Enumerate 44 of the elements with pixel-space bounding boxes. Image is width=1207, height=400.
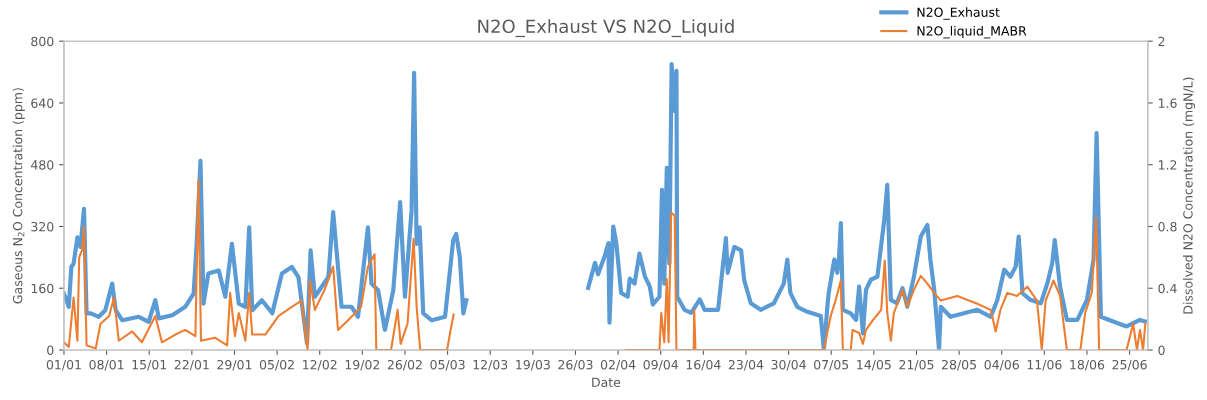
- x-tick-label: 28/05: [941, 359, 977, 371]
- x-tick-label: 01/01: [46, 359, 81, 371]
- y2-tick-label: 0: [1158, 345, 1165, 355]
- x-tick-label: 29/01: [217, 359, 252, 371]
- legend-label: N2O_liquid_MABR: [917, 25, 1027, 39]
- y2-tick-label: 1.6: [1158, 98, 1177, 108]
- y2-tick-label: 1.2: [1158, 160, 1177, 170]
- y-tick-label: 640: [31, 98, 54, 108]
- x-tick-label: 21/05: [899, 359, 934, 371]
- x-tick-label: 04/06: [984, 359, 1019, 371]
- x-tick-label: 26/02: [387, 359, 422, 371]
- x-tick-label: 12/02: [303, 359, 337, 371]
- x-tick-label: 12/03: [473, 359, 508, 371]
- x-tick-label: 19/03: [516, 359, 550, 371]
- y2-tick-label: 0.8: [1158, 221, 1177, 232]
- y2-tick-label: 0.4: [1158, 283, 1177, 294]
- x-tick-label: 08/01: [89, 359, 124, 371]
- x-tick-label: 09/04: [643, 359, 679, 371]
- chart-title: N2O_Exhaust VS N2O_Liquid: [478, 19, 734, 38]
- y2-axis-title: Dissolved N2O Concentration (mgN/L): [1183, 77, 1196, 314]
- x-tick-label: 07/05: [814, 359, 849, 371]
- x-tick-label: 22/01: [174, 359, 209, 371]
- x-tick-label: 15/01: [132, 359, 167, 371]
- y-tick-label: 160: [31, 283, 54, 294]
- x-tick-label: 14/05: [857, 359, 891, 371]
- x-tick-label: 18/06: [1070, 359, 1105, 371]
- x-tick-label: 05/02: [259, 359, 294, 371]
- legend-label: N2O_Exhaust: [917, 7, 1000, 20]
- x-tick-label: 23/04: [728, 359, 764, 371]
- x-tick-label: 26/03: [558, 359, 593, 371]
- x-tick-label: 25/06: [1112, 359, 1147, 371]
- x-tick-label: 19/02: [345, 359, 380, 371]
- x-tick-label: 16/04: [686, 359, 721, 371]
- x-tick-label: 11/06: [1027, 359, 1062, 371]
- x-axis-title: Date: [592, 377, 621, 388]
- x-tick-label: 02/04: [600, 359, 636, 371]
- y-axis-title: Gaseous N$_{2}$O Concentration (ppm): [12, 88, 25, 304]
- y-tick-label: 800: [31, 36, 54, 47]
- y-tick-label: 320: [31, 221, 54, 232]
- y-tick-label: 480: [31, 160, 54, 170]
- x-tick-label: 05/03: [430, 359, 465, 371]
- x-tick-label: 30/04: [771, 359, 806, 371]
- y-tick-label: 0: [47, 345, 54, 355]
- y2-tick-label: 2: [1158, 36, 1165, 46]
